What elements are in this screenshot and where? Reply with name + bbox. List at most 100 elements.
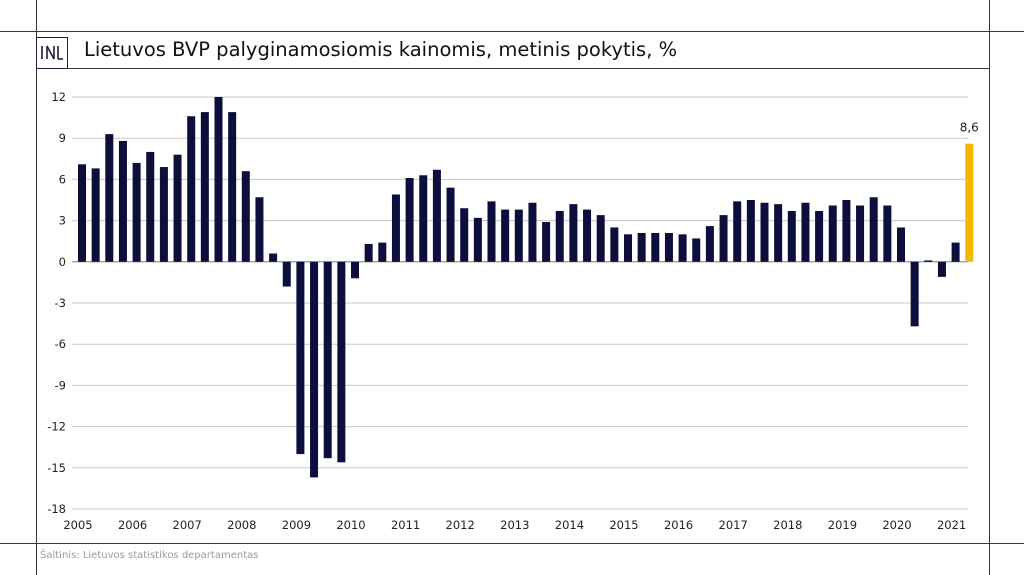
bar <box>596 215 605 262</box>
bar <box>514 209 523 262</box>
frame-right-line <box>989 0 990 575</box>
bar <box>473 217 482 262</box>
bar <box>719 215 728 262</box>
x-tick-label: 2008 <box>227 518 256 532</box>
bar <box>774 204 783 262</box>
x-tick-label: 2009 <box>282 518 311 532</box>
chart-title: Lietuvos BVP palyginamosiomis kainomis, … <box>84 38 678 61</box>
x-tick-label: 2007 <box>173 518 202 532</box>
bar <box>897 227 905 262</box>
x-tick-label: 2020 <box>882 518 911 532</box>
bar <box>364 243 373 262</box>
header-bottom-line <box>36 68 990 69</box>
y-tick-label: -12 <box>47 420 66 434</box>
bar <box>405 178 414 262</box>
y-tick-label: -15 <box>47 461 66 475</box>
bar <box>842 200 851 262</box>
x-tick-label: 2014 <box>555 518 584 532</box>
bar <box>801 202 810 262</box>
bar <box>910 261 919 327</box>
bar <box>664 232 673 262</box>
bar <box>91 168 100 262</box>
x-tick-label: 2015 <box>609 518 638 532</box>
bar <box>760 202 769 262</box>
bar <box>678 234 687 262</box>
bar <box>487 201 496 262</box>
x-tick-label: 2005 <box>63 518 92 532</box>
bar <box>241 171 250 262</box>
bar <box>269 253 278 262</box>
bar <box>692 238 701 262</box>
x-tick-label: 2021 <box>937 518 966 532</box>
x-tick-label: 2010 <box>336 518 365 532</box>
bar <box>924 260 933 262</box>
bar <box>856 205 865 262</box>
bar <box>542 221 551 262</box>
bar <box>323 261 332 459</box>
bar <box>746 200 755 262</box>
bar <box>187 116 196 262</box>
bar <box>78 164 86 262</box>
bar <box>419 175 428 262</box>
bar <box>118 140 127 262</box>
x-tick-label: 2018 <box>773 518 802 532</box>
y-tick-label: 3 <box>59 214 66 228</box>
bar <box>528 202 537 262</box>
bar <box>296 261 305 455</box>
bar <box>446 187 455 262</box>
bar <box>555 210 564 262</box>
bar <box>569 204 578 262</box>
bar <box>815 210 824 262</box>
bar <box>228 112 237 262</box>
bar <box>378 242 387 262</box>
bar <box>869 197 878 262</box>
bar <box>255 197 264 262</box>
bar <box>159 167 168 262</box>
bar <box>337 261 346 463</box>
x-tick-label: 2006 <box>118 518 147 532</box>
bar <box>705 226 714 262</box>
brand-logo <box>36 37 68 69</box>
y-tick-label: 6 <box>59 172 66 186</box>
bar <box>173 154 182 262</box>
x-tick-label: 2011 <box>391 518 420 532</box>
bar <box>282 261 291 287</box>
bar <box>200 112 209 262</box>
x-tick-label: 2019 <box>828 518 857 532</box>
footer-line <box>0 543 1024 544</box>
bar <box>651 232 660 262</box>
bar <box>583 209 592 262</box>
data-label: 8,6 <box>960 121 979 135</box>
y-tick-label: -18 <box>47 502 66 516</box>
x-tick-label: 2017 <box>719 518 748 532</box>
x-tick-label: 2012 <box>446 518 475 532</box>
bar <box>937 261 946 277</box>
bar <box>610 227 619 262</box>
bar <box>132 162 141 262</box>
bar <box>214 97 223 262</box>
bar <box>460 208 469 262</box>
y-tick-label: -6 <box>55 337 66 351</box>
bar <box>105 134 114 262</box>
bar <box>965 143 974 262</box>
bar <box>391 194 400 262</box>
bar <box>883 205 892 262</box>
y-tick-label: 0 <box>59 255 66 269</box>
bar <box>951 242 960 262</box>
bar <box>501 209 510 262</box>
y-tick-label: -3 <box>55 296 66 310</box>
source-note: Šaltinis: Lietuvos statistikos departame… <box>40 550 259 561</box>
frame-left-line <box>36 0 37 575</box>
bar <box>787 210 796 262</box>
y-tick-label: 9 <box>59 131 66 145</box>
bar <box>624 234 632 262</box>
bar <box>146 151 155 262</box>
bar <box>828 205 837 262</box>
bar <box>310 261 319 478</box>
y-tick-label: -9 <box>55 378 66 392</box>
bar <box>351 261 359 279</box>
y-tick-label: 12 <box>51 90 66 104</box>
x-tick-label: 2016 <box>664 518 693 532</box>
header-top-line <box>0 31 1024 32</box>
